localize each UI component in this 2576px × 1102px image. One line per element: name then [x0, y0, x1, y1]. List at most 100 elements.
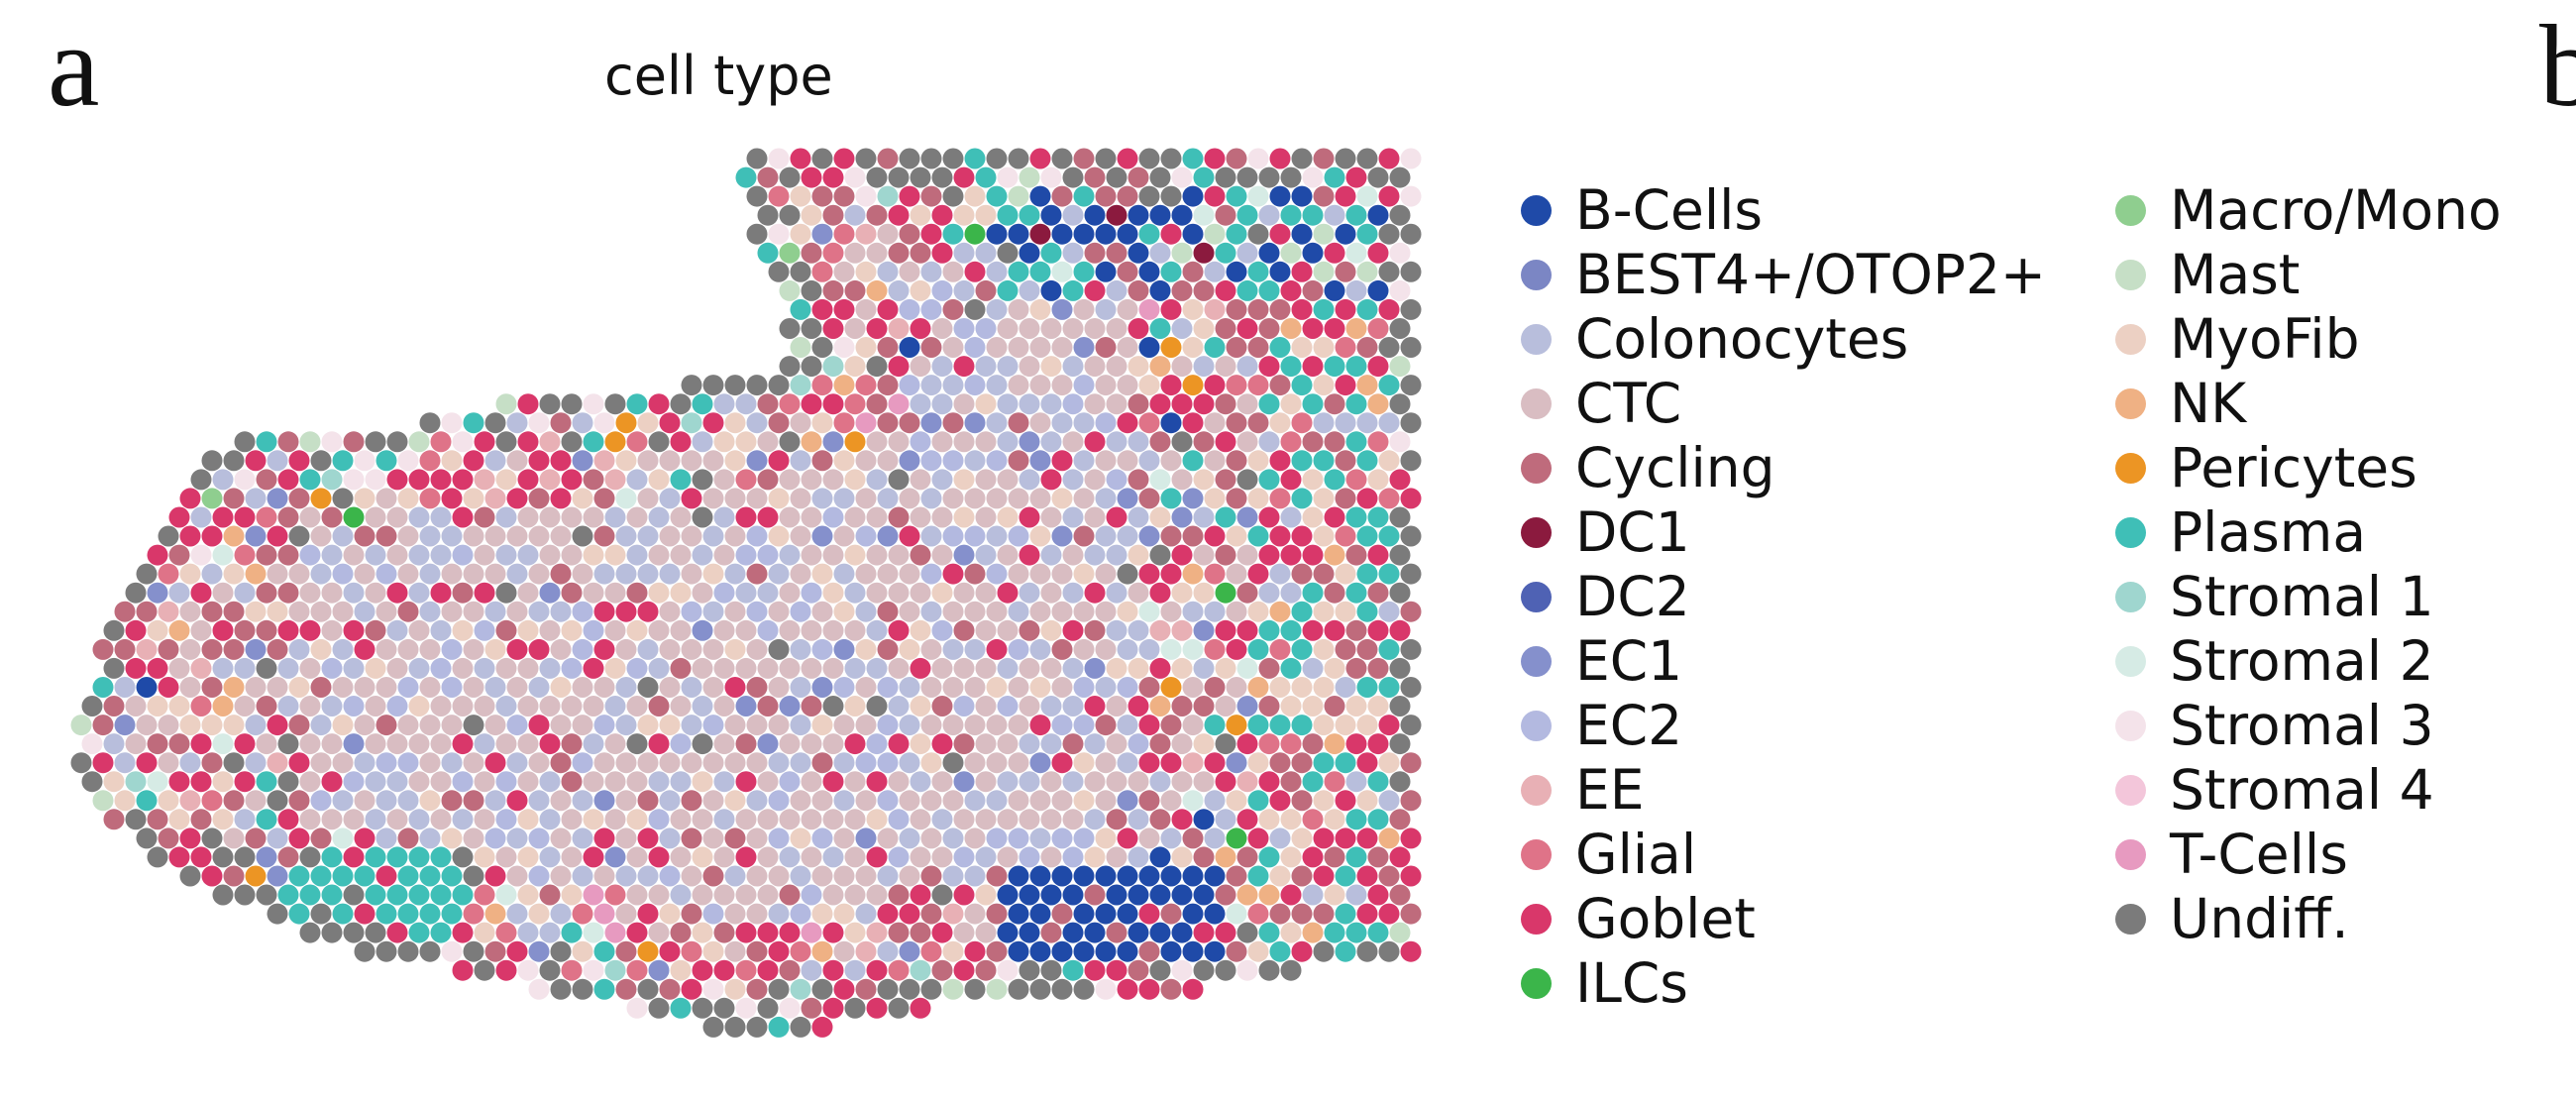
- spot-point: [1149, 884, 1171, 906]
- spot-point: [234, 696, 256, 716]
- spot-point: [1345, 809, 1367, 830]
- spot-point: [354, 752, 376, 774]
- spot-point: [702, 865, 724, 887]
- spot-point: [1335, 752, 1356, 774]
- spot-point: [495, 696, 517, 716]
- spot-point: [681, 940, 702, 962]
- spot-point: [746, 601, 768, 622]
- spot-point: [1106, 657, 1127, 679]
- spot-point: [1356, 412, 1378, 434]
- spot-point: [528, 940, 550, 962]
- spot-point: [1149, 469, 1171, 491]
- spot-point: [1171, 809, 1193, 830]
- spot-point: [1291, 715, 1313, 736]
- spot-point: [310, 752, 332, 774]
- spot-point: [1008, 525, 1029, 547]
- spot-point: [801, 619, 822, 641]
- spot-point: [267, 638, 288, 660]
- spot-point: [1389, 582, 1411, 604]
- spot-point: [877, 865, 899, 887]
- spot-point: [1193, 696, 1215, 716]
- spot-point: [463, 903, 484, 925]
- spot-point: [888, 393, 910, 415]
- spot-point: [376, 638, 397, 660]
- chart-title: cell type: [604, 45, 833, 107]
- spot-point: [1302, 696, 1324, 716]
- spot-point: [811, 677, 833, 698]
- spot-point: [931, 356, 953, 378]
- spot-point: [1095, 298, 1117, 320]
- spot-point: [1160, 790, 1182, 812]
- spot-point: [1269, 298, 1291, 320]
- spot-point: [1127, 922, 1149, 943]
- spot-point: [1226, 827, 1247, 849]
- spot-point: [844, 997, 866, 1019]
- spot-point: [1302, 166, 1324, 188]
- spot-point: [354, 677, 376, 698]
- spot-point: [1019, 809, 1040, 830]
- spot-point: [1367, 393, 1389, 415]
- spot-point: [757, 166, 779, 188]
- spot-point: [735, 922, 757, 943]
- spot-point: [964, 903, 986, 925]
- spot-point: [419, 752, 441, 774]
- spot-point: [1149, 657, 1171, 679]
- spot-point: [855, 375, 877, 396]
- spot-point: [1389, 544, 1411, 566]
- spot-point: [81, 733, 103, 755]
- spot-point: [1215, 959, 1236, 981]
- spot-point: [1193, 922, 1215, 943]
- spot-point: [1008, 488, 1029, 509]
- spot-point: [877, 601, 899, 622]
- spot-point: [1040, 959, 1062, 981]
- spot-point: [1345, 356, 1367, 378]
- spot-point: [1062, 846, 1084, 868]
- spot-point: [811, 715, 833, 736]
- spot-point: [692, 997, 713, 1019]
- spot-point: [365, 582, 386, 604]
- spot-point: [1127, 657, 1149, 679]
- spot-point: [376, 488, 397, 509]
- spot-point: [1171, 884, 1193, 906]
- spot-point: [953, 431, 975, 453]
- spot-point: [168, 771, 190, 793]
- spot-point: [1258, 279, 1280, 301]
- spot-point: [1335, 865, 1356, 887]
- spot-point: [953, 356, 975, 378]
- spot-point: [452, 771, 474, 793]
- spot-point: [833, 375, 855, 396]
- spot-point: [332, 715, 354, 736]
- spot-point: [103, 696, 125, 716]
- spot-point: [1193, 544, 1215, 566]
- spot-point: [484, 940, 506, 962]
- spot-point: [1029, 412, 1051, 434]
- spot-point: [1324, 696, 1345, 716]
- spot-point: [724, 450, 746, 472]
- spot-point: [964, 148, 986, 169]
- spot-point: [899, 563, 920, 585]
- spot-point: [931, 809, 953, 830]
- spot-point: [790, 412, 811, 434]
- spot-point: [310, 903, 332, 925]
- legend-label: Macro/Mono: [2170, 178, 2502, 242]
- spot-point: [256, 582, 277, 604]
- spot-point: [811, 337, 833, 358]
- spot-point: [179, 752, 201, 774]
- legend-swatch: [1521, 775, 1552, 806]
- spot-point: [746, 488, 768, 509]
- spot-point: [1389, 922, 1411, 943]
- spot-point: [626, 997, 648, 1019]
- legend-item: EE: [1521, 758, 2046, 823]
- spot-point: [1313, 223, 1335, 245]
- spot-point: [1313, 488, 1335, 509]
- spot-point: [408, 506, 430, 528]
- spot-point: [539, 431, 561, 453]
- spot-point: [125, 657, 147, 679]
- spot-point: [659, 865, 681, 887]
- spot-point: [1400, 601, 1422, 622]
- spot-point: [1280, 506, 1302, 528]
- spot-point: [1378, 261, 1400, 282]
- spot-point: [910, 204, 931, 226]
- spot-point: [724, 903, 746, 925]
- spot-point: [408, 884, 430, 906]
